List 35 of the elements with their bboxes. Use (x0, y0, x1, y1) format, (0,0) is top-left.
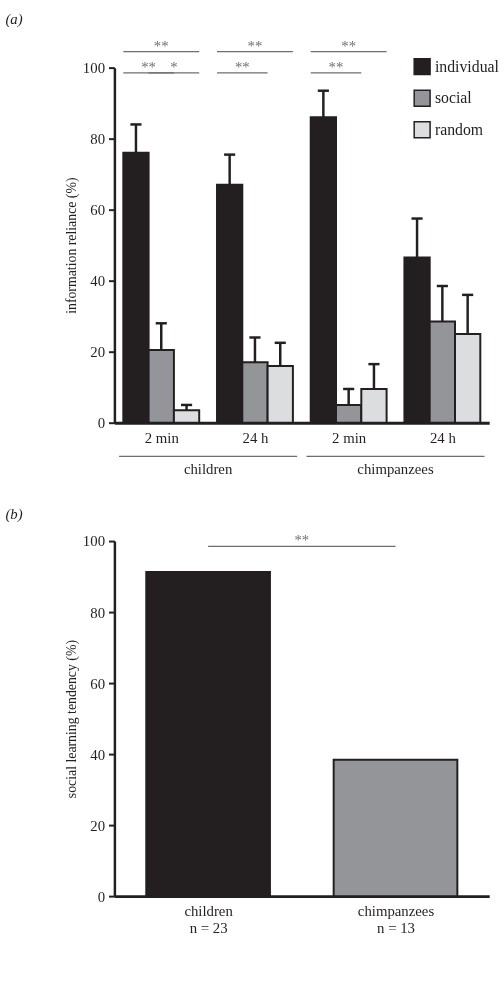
text: chimpanzees (357, 460, 434, 477)
y-tick-label: 60 (90, 202, 106, 219)
y-tick-label: 40 (90, 746, 106, 763)
text: ** (247, 37, 263, 54)
legend-label: social (434, 89, 473, 107)
annotation: ** (234, 58, 250, 75)
y-tick-label: 0 (97, 415, 106, 432)
y-axis-title: information reliance (%) (63, 177, 80, 314)
x-tick-label: children n = 23 (184, 903, 234, 937)
y-tick-label: 20 (90, 344, 106, 361)
annotation: ** (294, 532, 310, 549)
x-tick-label: 24 h (429, 429, 457, 446)
text: children (183, 460, 233, 477)
x-tick-label: 2 min (144, 429, 180, 446)
y-tick-label: 0 (97, 888, 106, 905)
x-tick-label: 2 min (332, 429, 367, 446)
legend-label: random (434, 120, 484, 138)
annotation: * (170, 58, 178, 75)
x-tick-label: 24 h (242, 429, 269, 446)
text: ** (341, 37, 357, 54)
chart-title: (b) (5, 505, 23, 523)
y-tick-label: 20 (90, 817, 106, 834)
annotation: ** (141, 58, 156, 75)
y-axis-title: social learning tendency (%) (63, 639, 80, 799)
legend-label: individual (434, 57, 500, 75)
y-tick-label: 40 (90, 273, 106, 290)
y-tick-label: 60 (90, 675, 106, 692)
chart-title: (a) (5, 11, 23, 29)
y-tick-label: 100 (82, 533, 106, 550)
y-tick-label: 80 (90, 131, 106, 148)
text: ** (153, 37, 169, 54)
y-tick-label: 100 (82, 60, 106, 77)
annotation: ** (328, 58, 344, 75)
x-tick-label: chimpanzees n = 13 (357, 903, 435, 937)
y-tick-label: 80 (90, 604, 106, 621)
